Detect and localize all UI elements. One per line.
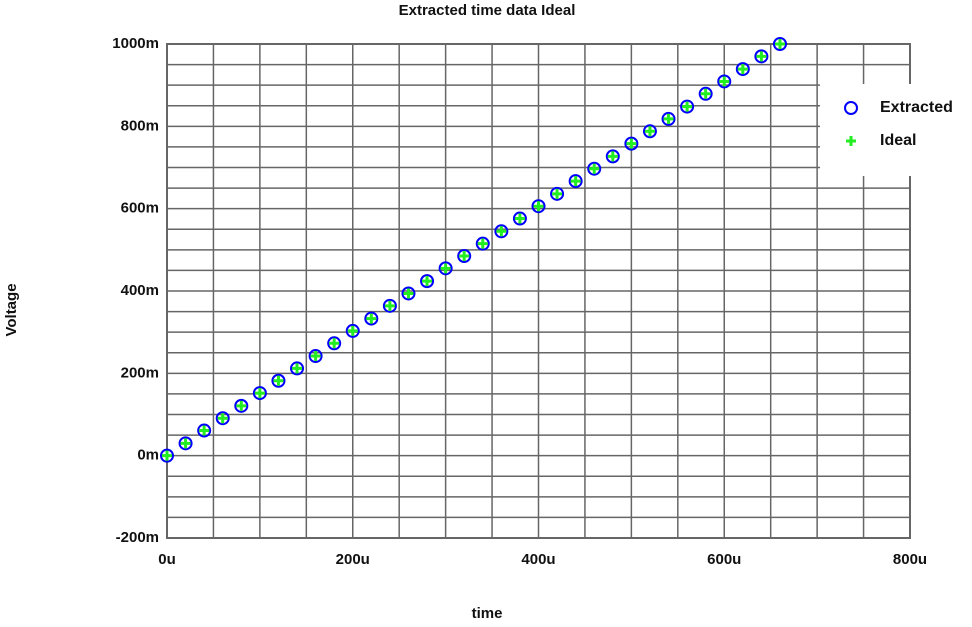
legend-label: Ideal	[880, 132, 916, 149]
point	[661, 111, 676, 126]
point	[420, 274, 435, 289]
point	[180, 438, 191, 449]
point	[403, 288, 414, 299]
point	[290, 361, 305, 376]
x-tick-label: 400u	[521, 551, 555, 568]
point	[438, 261, 453, 276]
point	[533, 201, 544, 212]
point	[680, 99, 695, 114]
y-axis-label: Voltage	[3, 283, 20, 336]
x-tick-label: 0u	[158, 551, 176, 568]
chart-title: Extracted time data Ideal	[399, 2, 576, 19]
y-tick-label: 400m	[121, 282, 159, 299]
point	[160, 448, 174, 463]
point	[178, 436, 193, 451]
point	[347, 325, 358, 336]
y-tick-label: 1000m	[112, 35, 159, 52]
point	[440, 263, 451, 274]
legend: Extracted Ideal	[820, 84, 972, 176]
point	[644, 126, 655, 137]
point	[719, 76, 730, 87]
point	[366, 313, 377, 324]
point	[292, 363, 303, 374]
y-tick-label: 0m	[137, 447, 159, 464]
point	[774, 39, 785, 49]
x-tick-label: 200u	[336, 551, 370, 568]
point	[514, 213, 525, 224]
point	[345, 323, 360, 338]
point	[234, 398, 249, 413]
point	[737, 64, 748, 75]
point	[384, 300, 395, 311]
x-tick-label: 800u	[893, 551, 927, 568]
point	[273, 375, 284, 386]
point	[271, 373, 286, 388]
point	[310, 351, 321, 362]
point	[494, 224, 509, 239]
point	[756, 51, 767, 62]
point	[570, 176, 581, 187]
point	[700, 88, 711, 99]
point	[477, 238, 488, 249]
point	[252, 386, 267, 401]
point	[422, 276, 433, 287]
legend-marker	[844, 101, 858, 115]
grid	[166, 43, 911, 539]
point	[663, 113, 674, 124]
point	[735, 62, 750, 77]
point	[605, 149, 620, 164]
plot-frame	[166, 43, 911, 539]
x-tick-label: 600u	[707, 551, 741, 568]
point	[642, 124, 657, 139]
point	[329, 338, 340, 349]
point	[162, 450, 172, 461]
point	[496, 226, 507, 237]
point	[552, 188, 563, 199]
point	[254, 388, 265, 399]
point	[215, 411, 230, 426]
point	[607, 151, 618, 162]
point	[364, 311, 379, 326]
point	[772, 37, 787, 51]
y-tick-label: 600m	[121, 200, 159, 217]
legend-label: Extracted	[880, 99, 953, 116]
point	[459, 251, 470, 262]
point	[401, 286, 416, 301]
point	[698, 86, 713, 101]
point	[682, 101, 693, 112]
y-tick-label: -200m	[116, 529, 159, 546]
point	[624, 136, 639, 151]
point	[512, 211, 527, 226]
point	[199, 425, 210, 436]
point	[327, 336, 342, 351]
point	[568, 174, 583, 189]
y-tick-label: 200m	[121, 364, 159, 381]
point	[197, 423, 212, 438]
point	[626, 138, 637, 149]
plot-marks	[160, 37, 787, 463]
point	[589, 163, 600, 174]
y-tick-label: 800m	[121, 117, 159, 134]
legend-box	[820, 84, 972, 176]
point	[587, 161, 602, 176]
point	[717, 74, 732, 89]
point	[531, 199, 546, 214]
point	[308, 349, 323, 364]
point	[457, 249, 472, 264]
point	[382, 298, 397, 313]
point	[754, 49, 769, 64]
point	[236, 400, 247, 411]
x-axis-label: time	[472, 605, 503, 622]
point	[475, 236, 490, 251]
legend-marker	[846, 136, 856, 146]
point	[550, 186, 565, 201]
point	[217, 413, 228, 424]
